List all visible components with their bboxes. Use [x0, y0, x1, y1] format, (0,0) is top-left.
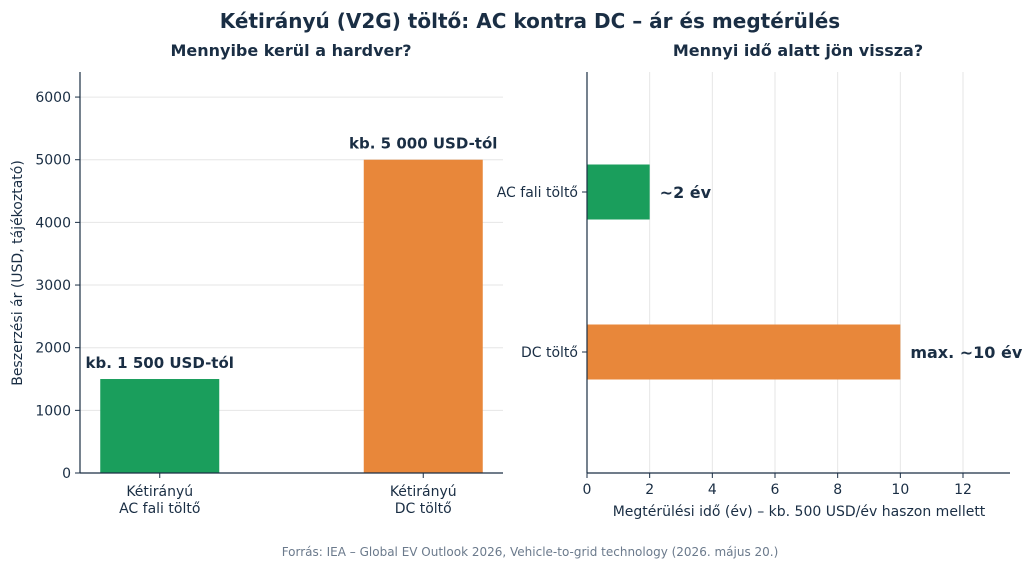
bar-data-label: kb. 5 000 USD-tól [349, 135, 497, 153]
bar [587, 324, 901, 380]
bar [100, 379, 220, 473]
x-tick-label: 4 [708, 482, 717, 498]
x-tick-label: DC töltő [395, 501, 452, 517]
y-tick-label: 5000 [35, 153, 71, 169]
bar-data-label: kb. 1 500 USD-tól [86, 354, 234, 372]
right-chart-title: Mennyi idő alatt jön vissza? [673, 41, 923, 60]
x-tick-label: Kétirányú [126, 484, 193, 500]
right-x-axis-label: Megtérülési idő (év) – kb. 500 USD/év ha… [613, 504, 986, 520]
x-tick-label: 2 [645, 482, 654, 498]
left-chart-title: Mennyibe kerül a hardver? [170, 41, 411, 60]
y-tick-label: DC töltő [521, 345, 578, 361]
y-tick-label: 6000 [35, 90, 71, 106]
x-tick-label: AC fali töltő [119, 501, 200, 517]
y-tick-label: 1000 [35, 403, 71, 419]
figure-title: Kétirányú (V2G) töltő: AC kontra DC – ár… [220, 9, 840, 33]
bar [587, 164, 650, 220]
x-tick-label: 12 [954, 482, 972, 498]
y-tick-label: 3000 [35, 278, 71, 294]
y-tick-label: 0 [62, 466, 71, 482]
y-tick-label: AC fali töltő [497, 185, 578, 201]
bar-data-label: max. ~10 év [910, 343, 1023, 362]
x-tick-label: 8 [833, 482, 842, 498]
y-tick-label: 4000 [35, 215, 71, 231]
left-y-axis-label: Beszerzési ár (USD, tájékoztató) [10, 160, 26, 386]
x-tick-label: 0 [583, 482, 592, 498]
left-plot-area: 0 1000 2000 3000 4000 5000 6000 kb. 1 500 USD-t… [35, 72, 503, 517]
x-tick-label: 10 [891, 482, 909, 498]
bar [363, 159, 483, 473]
x-tick-label: 6 [771, 482, 780, 498]
x-tick-label: Kétirányú [390, 484, 457, 500]
source-note: Forrás: IEA – Global EV Outlook 2026, Ve… [282, 545, 779, 559]
right-plot-area: 0 2 4 6 8 10 12 ~2 év AC fali töltő max. ~10 év DC… [497, 72, 1023, 498]
y-tick-label: 2000 [35, 341, 71, 357]
bar-data-label: ~2 év [660, 183, 712, 202]
